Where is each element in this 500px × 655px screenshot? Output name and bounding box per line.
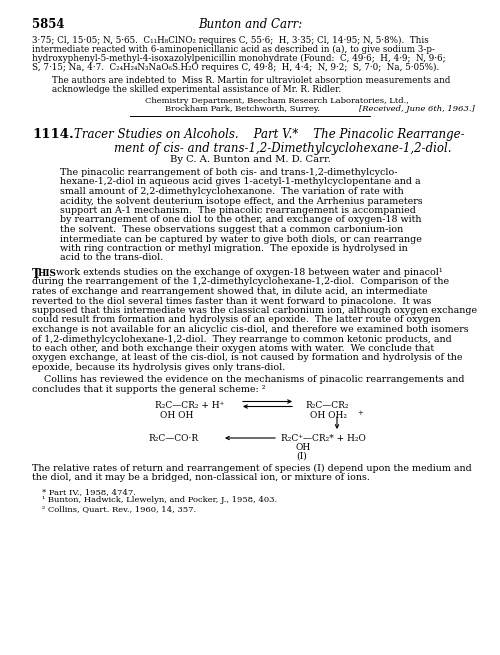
Text: supposed that this intermediate was the classical carbonium ion, although oxygen: supposed that this intermediate was the … <box>32 306 477 315</box>
Text: ² Collins, Quart. Rev., 1960, 14, 357.: ² Collins, Quart. Rev., 1960, 14, 357. <box>42 505 196 513</box>
Text: OH OH₂: OH OH₂ <box>310 411 347 420</box>
Text: epoxide, because its hydrolysis gives only trans-diol.: epoxide, because its hydrolysis gives on… <box>32 363 285 372</box>
Text: intermediate can be captured by water to give both diols, or can rearrange: intermediate can be captured by water to… <box>60 234 422 244</box>
Text: [Received, June 6th, 1963.]: [Received, June 6th, 1963.] <box>359 105 475 113</box>
Text: +: + <box>357 409 363 417</box>
Text: Brockham Park, Betchworth, Surrey.: Brockham Park, Betchworth, Surrey. <box>165 105 320 113</box>
Text: by rearrangement of one diol to the other, and exchange of oxygen-18 with: by rearrangement of one diol to the othe… <box>60 215 422 225</box>
Text: work extends studies on the exchange of oxygen-18 between water and pinacol¹: work extends studies on the exchange of … <box>56 268 442 277</box>
Text: * Part IV., 1958, 4747.: * Part IV., 1958, 4747. <box>42 488 136 496</box>
Text: support an A-1 mechanism.  The pinacolic rearrangement is accompanied: support an A-1 mechanism. The pinacolic … <box>60 206 416 215</box>
Text: acknowledge the skilled experimental assistance of Mr. R. Ridler.: acknowledge the skilled experimental ass… <box>52 85 341 94</box>
Text: R₂C—CR₂ + H⁺: R₂C—CR₂ + H⁺ <box>155 400 224 409</box>
Text: Tracer Studies on Alcohols.    Part V.*    The Pinacolic Rearrange-: Tracer Studies on Alcohols. Part V.* The… <box>74 128 464 141</box>
Text: Bunton and Carr:: Bunton and Carr: <box>198 18 302 31</box>
Text: R₂C—CR₂: R₂C—CR₂ <box>305 400 348 409</box>
Text: the solvent.  These observations suggest that a common carbonium-ion: the solvent. These observations suggest … <box>60 225 403 234</box>
Text: small amount of 2,2-dimethylcyclohexanone.  The variation of rate with: small amount of 2,2-dimethylcyclohexanon… <box>60 187 404 196</box>
Text: The relative rates of return and rearrangement of species (I) depend upon the me: The relative rates of return and rearran… <box>32 464 472 473</box>
Text: The pinacolic rearrangement of both cis- and trans-1,2-dimethylcyclo-: The pinacolic rearrangement of both cis-… <box>60 168 398 177</box>
Text: 5854: 5854 <box>32 18 64 31</box>
Text: intermediate reacted with 6-aminopenicillanic acid as described in (a), to give : intermediate reacted with 6-aminopenicil… <box>32 45 435 54</box>
Text: Chemistry Department, Beecham Research Laboratories, Ltd.,: Chemistry Department, Beecham Research L… <box>145 97 409 105</box>
Text: OH: OH <box>296 443 311 453</box>
Text: 1114.: 1114. <box>32 128 74 141</box>
Text: R₂C—CO·R: R₂C—CO·R <box>148 434 198 443</box>
Text: Collins has reviewed the evidence on the mechanisms of pinacolic rearrangements : Collins has reviewed the evidence on the… <box>32 375 464 384</box>
Text: with ring contraction or methyl migration.  The epoxide is hydrolysed in: with ring contraction or methyl migratio… <box>60 244 408 253</box>
Text: reverted to the diol several times faster than it went forward to pinacolone.  I: reverted to the diol several times faste… <box>32 297 431 305</box>
Text: R₂C⁺—CR₂* + H₂O: R₂C⁺—CR₂* + H₂O <box>281 434 366 443</box>
Text: could result from formation and hydrolysis of an epoxide.  The latter route of o: could result from formation and hydrolys… <box>32 316 441 324</box>
Text: exchange is not available for an alicyclic cis-diol, and therefore we examined b: exchange is not available for an alicycl… <box>32 325 468 334</box>
Text: By C. A. Bunton and M. D. Carr.: By C. A. Bunton and M. D. Carr. <box>170 155 330 164</box>
Text: concludes that it supports the general scheme: ²: concludes that it supports the general s… <box>32 385 266 394</box>
Text: The authors are indebted to  Miss R. Martin for ultraviolet absorption measureme: The authors are indebted to Miss R. Mart… <box>52 76 450 85</box>
Text: ment of cis- and trans-1,2-Dimethylcyclohexane-1,2-diol.: ment of cis- and trans-1,2-Dimethylcyclo… <box>114 142 452 155</box>
Text: acid to the trans-diol.: acid to the trans-diol. <box>60 253 163 263</box>
Text: hydroxyphenyl-5-methyl-4-isoxazolylpenicillin monohydrate (Found:  C, 49·6;  H, : hydroxyphenyl-5-methyl-4-isoxazolylpenic… <box>32 54 446 63</box>
Text: T: T <box>32 268 41 281</box>
Text: 3·75; Cl, 15·05; N, 5·65.  C₁₁H₈ClNO₂ requires C, 55·6;  H, 3·35; Cl, 14·95; N, : 3·75; Cl, 15·05; N, 5·65. C₁₁H₈ClNO₂ req… <box>32 36 429 45</box>
Text: of 1,2-dimethylcyclohexane-1,2-diol.  They rearrange to common ketonic products,: of 1,2-dimethylcyclohexane-1,2-diol. The… <box>32 335 452 343</box>
Text: acidity, the solvent deuterium isotope effect, and the Arrhenius parameters: acidity, the solvent deuterium isotope e… <box>60 196 422 206</box>
Text: S, 7·15; Na, 4·7.  C₂₄H₂₄N₃NaO₆S.H₂O requires C, 49·8;  H, 4·4;  N, 9·2;  S, 7·0: S, 7·15; Na, 4·7. C₂₄H₂₄N₃NaO₆S.H₂O requ… <box>32 63 440 72</box>
Text: during the rearrangement of the 1,2-dimethylcyclohexane-1,2-diol.  Comparison of: during the rearrangement of the 1,2-dime… <box>32 278 449 286</box>
Text: rates of exchange and rearrangement showed that, in dilute acid, an intermediate: rates of exchange and rearrangement show… <box>32 287 427 296</box>
Text: to each other, and both exchange their oxygen atoms with water.  We conclude tha: to each other, and both exchange their o… <box>32 344 434 353</box>
Text: the diol, and it may be a bridged, non-classical ion, or mixture of ions.: the diol, and it may be a bridged, non-c… <box>32 474 370 483</box>
Text: OH OH: OH OH <box>160 411 194 420</box>
Text: ¹ Bunton, Hadwick, Llewelyn, and Pocker, J., 1958, 403.: ¹ Bunton, Hadwick, Llewelyn, and Pocker,… <box>42 496 277 504</box>
Text: HIS: HIS <box>38 269 57 278</box>
Text: oxygen exchange, at least of the cis-diol, is not caused by formation and hydrol: oxygen exchange, at least of the cis-dio… <box>32 354 462 362</box>
Text: (I): (I) <box>296 452 307 461</box>
Text: hexane-1,2-diol in aqueous acid gives 1-acetyl-1-methylcyclopentane and a: hexane-1,2-diol in aqueous acid gives 1-… <box>60 178 420 187</box>
